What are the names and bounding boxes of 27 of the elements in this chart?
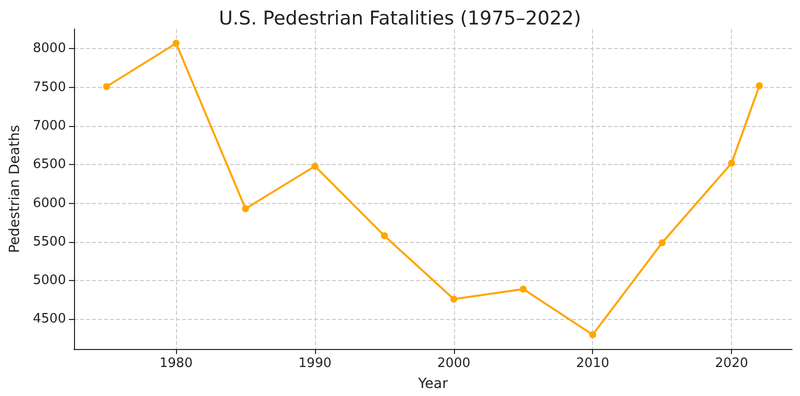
- y-axis-title: Pedestrian Deaths: [7, 124, 23, 254]
- point: [589, 331, 596, 338]
- y-tick-label: 5000: [32, 273, 66, 288]
- y-tick-label: 4500: [32, 312, 66, 327]
- x-tick-label: 2000: [437, 356, 470, 371]
- point: [311, 162, 318, 170]
- point: [172, 40, 180, 47]
- y-tick-label: 7500: [32, 80, 66, 95]
- y-tick-label: 7000: [32, 118, 66, 134]
- point: [103, 83, 110, 90]
- x-tick-label: 2020: [715, 356, 748, 371]
- x-tick-label: 1990: [298, 356, 332, 371]
- point: [658, 239, 666, 246]
- y-tick-label: 8000: [32, 41, 66, 56]
- point: [728, 160, 736, 167]
- x-axis-title: Year: [417, 376, 448, 392]
- y-tick-label: 6000: [32, 196, 66, 211]
- point: [380, 232, 388, 240]
- x-tick-label: 1980: [160, 356, 193, 371]
- chart-title: U.S. Pedestrian Fatalities (1975–2022): [218, 8, 582, 30]
- y-tick-label: 5500: [32, 234, 66, 250]
- point: [450, 296, 458, 303]
- point: [756, 82, 763, 90]
- y-tick-label: 6500: [32, 157, 66, 172]
- point: [242, 205, 249, 212]
- point: [520, 286, 527, 293]
- x-tick-label: 2010: [576, 356, 610, 371]
